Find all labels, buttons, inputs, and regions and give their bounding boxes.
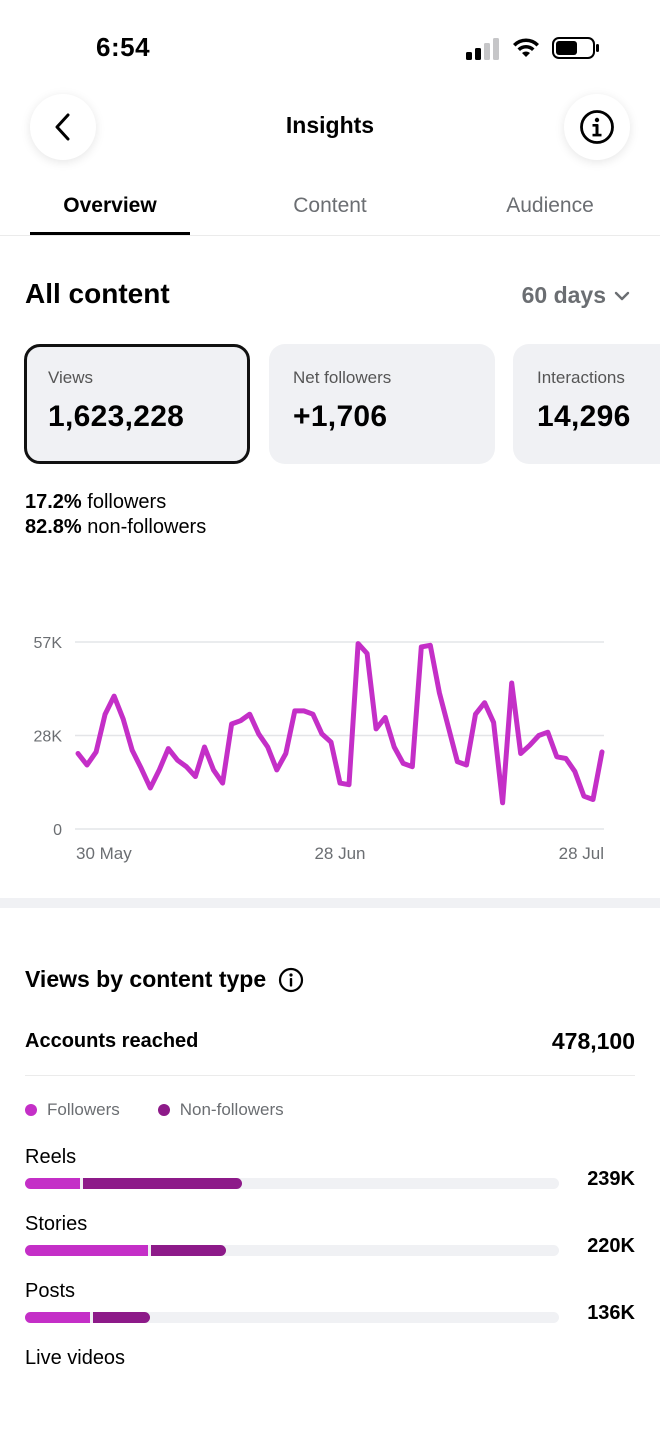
- tab-active-indicator: [30, 232, 190, 235]
- nonfollowers-label: non-followers: [81, 516, 207, 538]
- views-by-type-title: Views by content type: [25, 966, 304, 993]
- accounts-reached-label: Accounts reached: [25, 1030, 199, 1052]
- tab-content[interactable]: Content: [293, 194, 367, 217]
- followers-split-line: 17.2% followers: [25, 490, 206, 515]
- section-title: All content: [25, 278, 170, 309]
- content-type-label: Live videos: [25, 1347, 126, 1369]
- followers-bar-segment: [25, 1178, 80, 1189]
- y-tick-label: 57K: [34, 635, 63, 652]
- content-type-label: Posts: [25, 1280, 76, 1302]
- legend-followers: Followers: [25, 1100, 120, 1120]
- section-divider: [0, 898, 660, 908]
- content-type-row[interactable]: Stories 220K: [25, 1213, 635, 1273]
- metric-cards: Views 1,623,228 Net followers +1,706 Int…: [24, 344, 660, 464]
- metric-card-value: 1,623,228: [48, 400, 185, 433]
- date-range-label: 60 days: [521, 282, 606, 308]
- status-time: 6:54: [96, 32, 151, 62]
- back-button[interactable]: [30, 94, 96, 160]
- date-range-dropdown[interactable]: 60 days: [522, 282, 630, 309]
- metric-card-value: +1,706: [293, 400, 388, 433]
- header: Insights: [0, 90, 660, 162]
- content-type-row[interactable]: Live videos: [25, 1347, 635, 1407]
- page-title: Insights: [285, 112, 375, 138]
- views-series-line: [75, 641, 605, 806]
- content-type-value: 220K: [587, 1235, 635, 1257]
- metric-card-label: Views: [48, 368, 94, 387]
- content-type-row[interactable]: Reels 239K: [25, 1146, 635, 1206]
- chevron-down-icon: [614, 291, 630, 300]
- followers-pct: 17.2%: [25, 491, 82, 513]
- nonfollowers-bar-segment: [83, 1178, 243, 1189]
- followers-bar-segment: [25, 1312, 90, 1323]
- info-icon: [580, 110, 614, 144]
- x-tick-label: 28 Jun: [314, 844, 365, 863]
- chevron-left-icon: [55, 113, 70, 141]
- metric-card-views[interactable]: Views 1,623,228: [24, 344, 250, 464]
- accounts-reached-row: Accounts reached 478,100: [25, 1026, 635, 1076]
- content-type-row[interactable]: Posts 136K: [25, 1280, 635, 1340]
- metric-card-interactions[interactable]: Interactions 14,296: [513, 344, 660, 464]
- views-by-type-heading: Views by content type: [25, 966, 267, 992]
- x-tick-label: 28 Jul: [559, 844, 604, 863]
- content-type-value: 136K: [587, 1302, 635, 1324]
- followers-bar-segment: [25, 1245, 148, 1256]
- x-tick-label: 30 May: [76, 844, 132, 863]
- content-type-label: Reels: [25, 1146, 77, 1168]
- tab-audience[interactable]: Audience: [506, 194, 594, 217]
- y-tick-label: 28K: [34, 729, 63, 746]
- info-icon[interactable]: [278, 967, 304, 993]
- views-line-chart[interactable]: 57K 28K 0 30 May 28 Jun 28 Jul: [0, 600, 660, 880]
- accounts-reached-value: 478,100: [551, 1028, 635, 1054]
- legend-nonfollowers-label: Non-followers: [179, 1100, 284, 1119]
- followers-label: followers: [81, 491, 167, 513]
- legend-dot-nonfollowers: [157, 1104, 170, 1116]
- nonfollowers-pct: 82.8%: [25, 516, 82, 538]
- metric-card-label: Interactions: [537, 368, 625, 387]
- content-type-label: Stories: [25, 1213, 88, 1235]
- tab-overview[interactable]: Overview: [63, 194, 157, 217]
- cellular-signal-icon: [466, 38, 499, 60]
- wifi-icon: [513, 38, 539, 57]
- content-type-bar-track: [25, 1245, 559, 1256]
- status-bar: 6:54: [0, 0, 660, 90]
- legend-nonfollowers: Non-followers: [157, 1100, 284, 1120]
- nonfollowers-bar-segment: [92, 1312, 151, 1323]
- info-button[interactable]: [564, 94, 630, 160]
- nonfollowers-split-line: 82.8% non-followers: [25, 515, 206, 540]
- metric-card-net-followers[interactable]: Net followers +1,706: [269, 344, 495, 464]
- nonfollowers-bar-segment: [150, 1245, 226, 1256]
- legend-dot-followers: [25, 1104, 37, 1116]
- content-type-bar-track: [25, 1178, 559, 1189]
- content-type-bar-track: [25, 1312, 559, 1323]
- chart-legend: Followers Non-followers: [25, 1100, 284, 1120]
- battery-icon: [552, 37, 599, 59]
- content-type-value: 239K: [587, 1168, 635, 1190]
- metric-card-value: 14,296: [537, 400, 631, 433]
- legend-followers-label: Followers: [47, 1100, 120, 1119]
- tab-bar: Overview Content Audience: [0, 180, 660, 236]
- metric-card-label: Net followers: [293, 368, 392, 387]
- audience-split: 17.2% followers 82.8% non-followers: [25, 490, 206, 540]
- y-tick-label: 0: [53, 822, 62, 839]
